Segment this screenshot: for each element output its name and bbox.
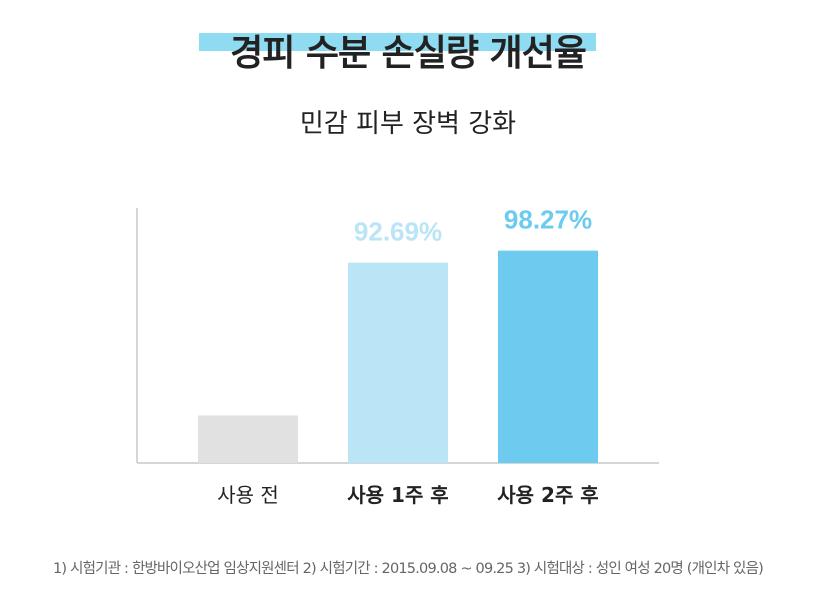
bar-1 bbox=[198, 415, 298, 463]
x-tick-label-1: 사용 전 bbox=[217, 483, 279, 507]
data-label-3: 98.27% bbox=[504, 205, 592, 235]
x-tick-label-3: 사용 2주 후 bbox=[497, 483, 598, 507]
bar-2 bbox=[348, 262, 448, 463]
bars-group bbox=[198, 250, 598, 463]
chart-title: 경피 수분 손실량 개선율 bbox=[230, 33, 587, 74]
footnote: 1) 시험기관 : 한방바이오산업 임상지원센터 2) 시험기간 : 2015.… bbox=[52, 561, 764, 577]
title-highlight bbox=[199, 33, 596, 51]
chart-subtitle: 민감 피부 장벽 강화 bbox=[299, 109, 517, 139]
title-wrap: 경피 수분 손실량 개선율 bbox=[0, 30, 816, 78]
data-labels-group: 92.69% 98.27% bbox=[354, 205, 592, 247]
x-tick-labels-group: 사용 전 사용 1주 후 사용 2주 후 bbox=[217, 483, 599, 507]
x-tick-label-2: 사용 1주 후 bbox=[347, 483, 448, 507]
bar-3 bbox=[498, 250, 598, 463]
data-label-2: 92.69% bbox=[354, 217, 442, 247]
